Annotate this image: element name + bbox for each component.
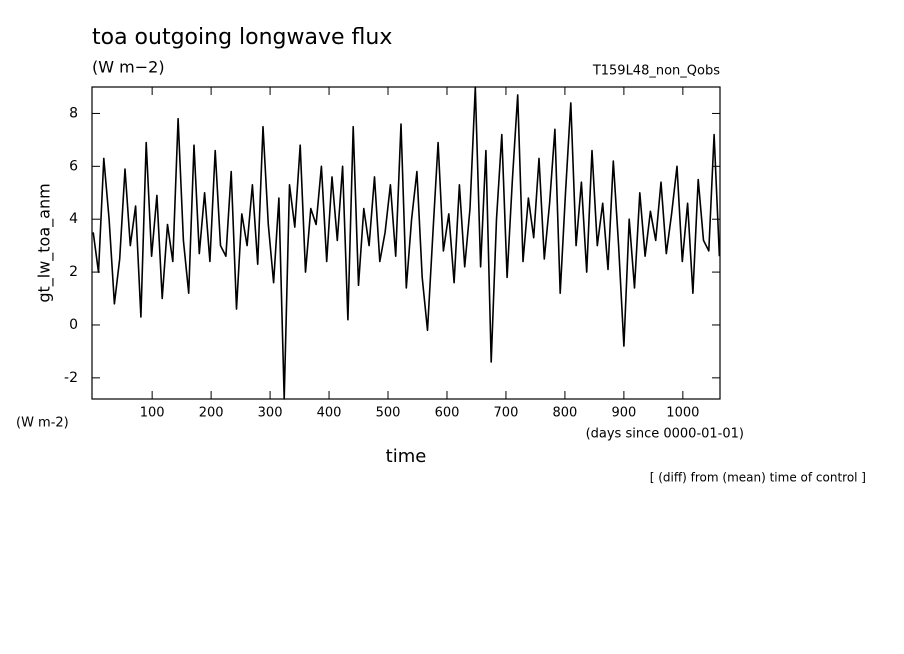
x-tick-label: 1000 bbox=[666, 406, 699, 421]
y-tick-label: 0 bbox=[69, 317, 78, 333]
x-axis-label: time bbox=[386, 446, 427, 467]
series-line bbox=[92, 86, 721, 400]
note: [ (diff) from (mean) time of control ] bbox=[650, 471, 866, 485]
x-tick-label: 700 bbox=[494, 406, 519, 421]
chart-title: toa outgoing longwave flux bbox=[92, 25, 392, 50]
x-tick-label: 400 bbox=[317, 406, 342, 421]
y-tick-label: 4 bbox=[69, 211, 78, 227]
x-tick-label: 800 bbox=[553, 406, 578, 421]
y-tick-label: 6 bbox=[69, 158, 78, 174]
y-tick-label: 2 bbox=[69, 264, 78, 280]
units: (W m−2) bbox=[92, 58, 165, 77]
x-tick-label: 900 bbox=[611, 406, 636, 421]
x-tick-label: 100 bbox=[140, 406, 165, 421]
y-units: (W m-2) bbox=[16, 416, 69, 431]
x-tick-label: 600 bbox=[435, 406, 460, 421]
y-axis-label: gt_lw_toa_anm bbox=[35, 183, 55, 302]
run-label: T159L48_non_Qobs bbox=[592, 64, 720, 79]
x-tick-label: 500 bbox=[376, 406, 401, 421]
x-units: (days since 0000-01-01) bbox=[586, 427, 744, 442]
x-tick-label: 300 bbox=[258, 406, 283, 421]
y-tick-label: 8 bbox=[69, 105, 78, 121]
plot-frame bbox=[91, 86, 721, 400]
y-tick-label: -2 bbox=[64, 370, 78, 386]
x-tick-label: 200 bbox=[199, 406, 224, 421]
